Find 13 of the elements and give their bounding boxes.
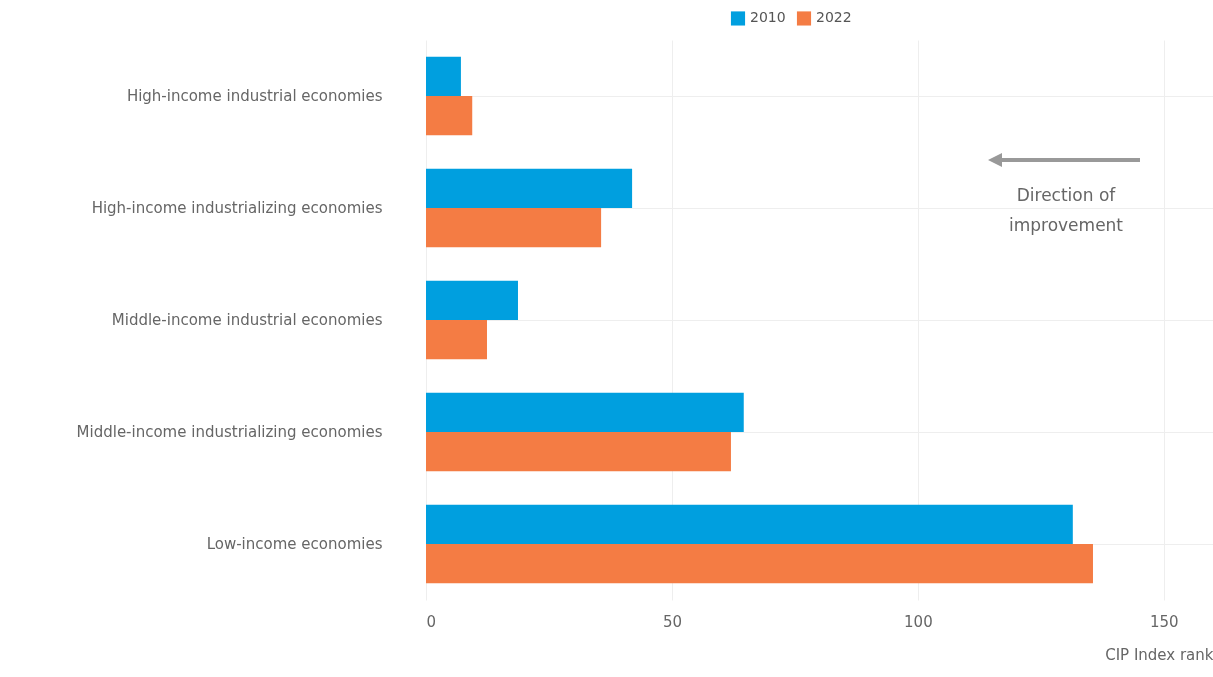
x-tick-label: 100	[904, 612, 933, 631]
y-tick-label: High-income industrial economies	[126, 87, 383, 105]
legend-label: 2022	[816, 9, 852, 26]
y-tick-label: High-income industrializing economies	[91, 199, 383, 217]
x-tick-label: 50	[662, 612, 682, 631]
y-tick-label: Low-income economies	[206, 535, 383, 553]
x-axis-title: CIP Index rank	[1105, 645, 1213, 664]
y-tick-label: Middle-income industrial economies	[111, 311, 383, 329]
legend-label: 2010	[750, 9, 786, 26]
x-tick-label: 0	[426, 612, 437, 631]
annotation: Direction of improvement	[1008, 185, 1124, 235]
y-tick-label: Middle-income industrializing economies	[76, 423, 383, 441]
x-tick-label: 150	[1149, 612, 1179, 631]
